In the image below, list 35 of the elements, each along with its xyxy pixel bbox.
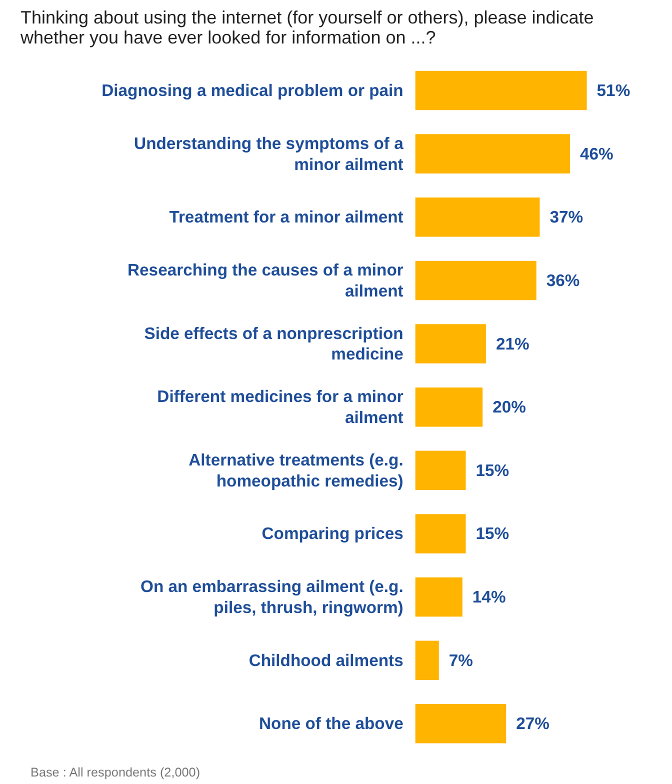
y-tick-label: Diagnosing a medical problem or pain bbox=[102, 80, 404, 100]
bar bbox=[415, 577, 462, 617]
y-tick-label: Alternative treatments (e.g. homeopathic remedies) bbox=[188, 450, 404, 490]
data-label: 21% bbox=[496, 334, 530, 354]
data-label: 14% bbox=[472, 588, 506, 607]
chart-title: Thinking about using the internet (for yourself or others), please indicate whether you have ever looked for information on ...? bbox=[20, 8, 594, 48]
bar bbox=[415, 260, 536, 300]
data-label: 15% bbox=[476, 460, 510, 480]
data-label: 7% bbox=[448, 650, 474, 670]
bar bbox=[415, 387, 483, 427]
data-label: 46% bbox=[580, 144, 614, 164]
y-tick-label: Different medicines for a minor ailment bbox=[157, 387, 404, 428]
bar bbox=[415, 514, 466, 554]
bar bbox=[415, 324, 486, 364]
data-label: 20% bbox=[492, 398, 526, 417]
data-label: 27% bbox=[516, 714, 550, 734]
y-tick-label: Understanding the symptoms of a minor ailment bbox=[134, 134, 404, 174]
bar bbox=[415, 134, 570, 174]
y-tick-label: On an embarrassing ailment (e.g. piles, thrush, ringworm) bbox=[140, 577, 404, 617]
bar bbox=[415, 640, 439, 680]
y-tick-label: Treatment for a minor ailment bbox=[169, 208, 404, 227]
y-tick-label: Childhood ailments bbox=[248, 650, 404, 670]
bar bbox=[415, 704, 506, 744]
y-tick-label: Side effects of a nonprescription medicine bbox=[144, 324, 404, 364]
data-label: 37% bbox=[550, 208, 584, 227]
y-tick-label: Researching the causes of a minor ailment bbox=[128, 260, 404, 300]
data-label: 51% bbox=[596, 80, 630, 100]
y-tick-label: None of the above bbox=[258, 714, 404, 734]
data-label: 15% bbox=[476, 524, 510, 544]
bar bbox=[415, 450, 466, 490]
data-label: 36% bbox=[546, 270, 580, 290]
text: Base : All respondents (2,000) bbox=[30, 766, 200, 780]
y-tick-label: Comparing prices bbox=[262, 524, 404, 544]
bar bbox=[415, 198, 540, 237]
bar bbox=[415, 70, 587, 110]
